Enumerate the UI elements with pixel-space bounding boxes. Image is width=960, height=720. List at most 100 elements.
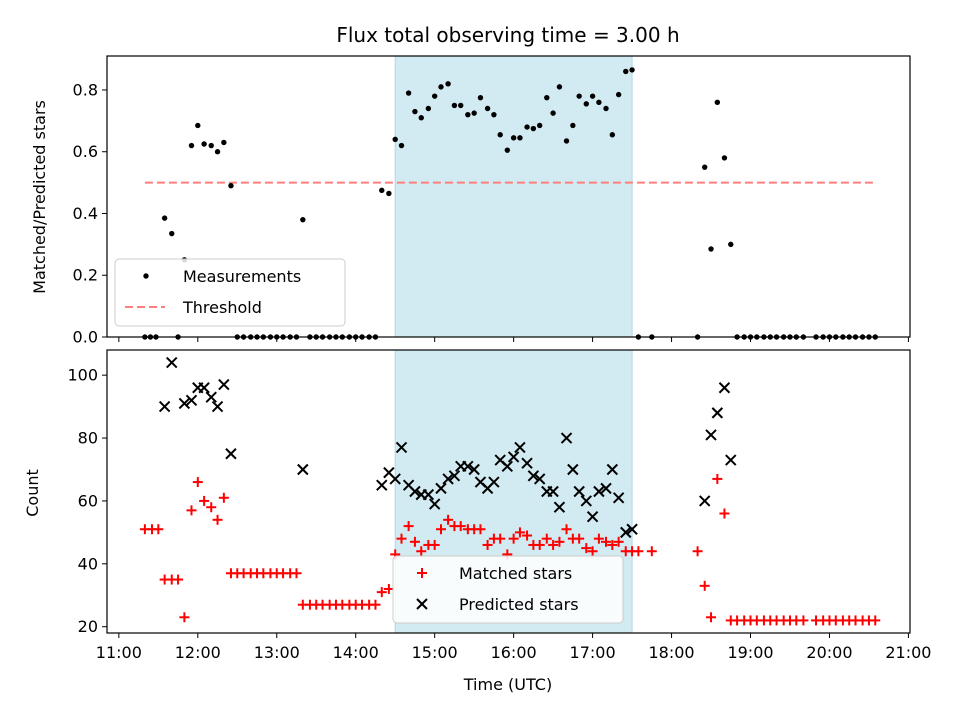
measurement-point	[550, 110, 556, 116]
measurement-point	[405, 90, 412, 96]
measurement-point	[195, 122, 201, 129]
bottom-legend: Matched stars Predicted stars	[392, 555, 624, 624]
measurement-point	[504, 147, 511, 153]
measurement-point	[161, 215, 168, 221]
predicted-point	[527, 470, 540, 482]
measurement-point	[300, 216, 306, 223]
matched-point	[607, 539, 618, 550]
measurement-point	[491, 111, 497, 118]
matched-point	[416, 546, 427, 557]
matched-point	[199, 495, 210, 506]
predicted-point	[468, 463, 480, 476]
predicted-point	[514, 441, 526, 454]
matched-point	[212, 514, 223, 525]
measurement-point	[629, 67, 635, 73]
x-tick-label: 20:00	[806, 643, 852, 662]
top-y-axis: 0.0 0.2 0.4 0.6 0.8	[73, 80, 107, 347]
predicted-point	[435, 482, 447, 495]
measurement-point	[418, 115, 424, 121]
matched-point	[541, 533, 552, 544]
matched-point	[719, 508, 730, 519]
predicted-point	[600, 482, 612, 495]
matched-point	[192, 477, 203, 488]
measurement-point	[451, 102, 458, 109]
predicted-point	[507, 451, 520, 463]
top-legend-box	[114, 258, 346, 327]
predicted-point	[376, 479, 388, 491]
legend-matched-marker	[417, 568, 427, 578]
measurement-point	[458, 102, 464, 109]
matched-point	[534, 539, 545, 550]
measurement-point	[379, 187, 385, 194]
predicted-point	[185, 394, 198, 407]
x-tick-label: 11:00	[96, 643, 142, 662]
measurement-point	[510, 135, 517, 141]
measurement-point	[714, 99, 721, 106]
predicted-point	[178, 397, 191, 410]
predicted-point	[297, 463, 309, 476]
matched-point	[561, 524, 572, 535]
matched-point	[173, 574, 184, 585]
matched-point	[383, 583, 394, 594]
measurement-point	[583, 101, 589, 107]
matched-point	[548, 539, 559, 550]
matched-point	[435, 524, 446, 535]
matched-point	[179, 612, 190, 623]
matched-point	[699, 580, 710, 591]
measurement-point	[386, 190, 392, 197]
measurement-point	[392, 136, 398, 143]
predicted-point	[428, 498, 441, 510]
matched-point	[692, 546, 703, 557]
matched-point	[409, 536, 420, 547]
matched-point	[870, 615, 881, 626]
predicted-point	[553, 501, 566, 513]
predicted-point	[606, 463, 619, 476]
bottom-legend-box	[392, 555, 624, 624]
chart-title: Flux total observing time = 3.00 h	[336, 23, 679, 47]
predicted-point	[612, 492, 625, 504]
measurement-point	[169, 230, 175, 237]
x-tick-label: 21:00	[885, 643, 931, 662]
x-tick-label: 16:00	[491, 643, 537, 662]
matched-point	[522, 530, 533, 541]
x-tick-label: 15:00	[412, 643, 458, 662]
matched-point	[186, 505, 197, 516]
x-tick-label: 12:00	[175, 643, 221, 662]
top-y-tick-label: 0.0	[73, 328, 98, 347]
matched-point	[218, 492, 229, 503]
matched-point	[396, 533, 407, 544]
top-y-tick-label: 0.6	[73, 142, 98, 161]
matched-point	[633, 546, 644, 557]
matched-point	[646, 546, 657, 557]
bottom-panel: 20 40 60 80 100 11:00 12:00 13:00 14:00 15:00 16:…	[23, 349, 931, 694]
measurement-point	[438, 84, 444, 90]
measurement-point	[563, 138, 570, 144]
matched-point	[587, 546, 598, 557]
measurement-point	[721, 155, 728, 161]
predicted-point	[488, 476, 500, 488]
measurement-point	[497, 132, 503, 138]
matched-point	[601, 536, 612, 547]
measurement-point	[544, 94, 550, 101]
matched-point	[370, 599, 381, 610]
measurement-point	[589, 93, 596, 99]
bottom-plot-frame	[106, 349, 911, 634]
predicted-point	[205, 391, 217, 403]
measurement-point	[221, 139, 227, 146]
bottom-y-tick-label: 100	[67, 366, 98, 385]
predicted-point	[705, 429, 717, 441]
measurement-point	[484, 105, 491, 112]
matched-point	[495, 533, 506, 544]
measurement-point	[556, 84, 563, 90]
matched-point	[706, 612, 717, 623]
legend-measurement-marker	[143, 273, 149, 279]
top-y-tick-label: 0.4	[73, 204, 98, 223]
matched-point	[376, 587, 387, 598]
predicted-point	[198, 382, 210, 394]
x-tick-label: 17:00	[570, 643, 616, 662]
top-y-axis-label: Matched/Predicted stars	[30, 100, 49, 294]
x-tick-label: 19:00	[727, 643, 773, 662]
predicted-point	[395, 441, 408, 454]
measurement-point	[596, 99, 602, 106]
measurement-point	[603, 105, 609, 112]
